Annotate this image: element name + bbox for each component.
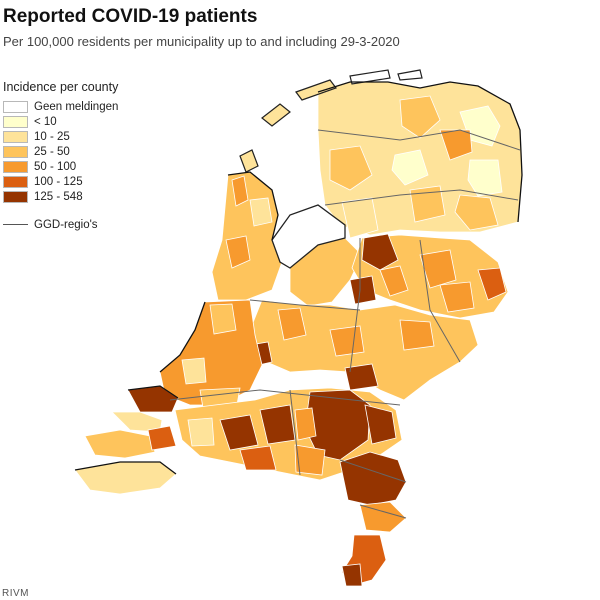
legend-item-50-100: 50 - 100 xyxy=(3,159,163,174)
region-zeeland-2 xyxy=(111,411,163,433)
legend-label: 125 - 548 xyxy=(34,190,83,203)
region-twente-dark xyxy=(477,267,507,301)
region-zh-light xyxy=(209,303,237,335)
legend-swatch xyxy=(3,115,28,128)
source-label: RIVM xyxy=(2,588,29,599)
region-utrecht-orange xyxy=(277,307,307,341)
region-limburg-mid xyxy=(359,501,407,533)
ggd-region-boundaries xyxy=(169,129,521,519)
region-north-orange-2 xyxy=(329,145,373,191)
legend-item-125-548: 125 - 548 xyxy=(3,189,163,204)
country-outline xyxy=(74,81,523,475)
wadden-island-4 xyxy=(349,69,391,85)
chart-subtitle: Per 100,000 residents per municipality u… xyxy=(3,34,400,49)
legend-swatch xyxy=(3,190,28,203)
wadden-island-1 xyxy=(239,149,259,173)
region-nh-light xyxy=(249,197,273,227)
legend-label: 50 - 100 xyxy=(34,160,77,173)
legend-label: < 10 xyxy=(34,115,57,128)
legend-item-lt10: < 10 xyxy=(3,114,163,129)
region-limburg-south-dark xyxy=(341,563,363,587)
legend-label: 100 - 125 xyxy=(34,175,83,188)
legend-swatch xyxy=(3,130,28,143)
chart-title: Reported COVID-19 patients xyxy=(3,6,258,27)
region-gelderland-orange-2 xyxy=(399,319,435,351)
region-brabant-orange-1 xyxy=(294,407,317,441)
wadden-island-5 xyxy=(397,69,423,81)
legend-label: GGD-regio's xyxy=(34,218,98,231)
region-twente-orange-2 xyxy=(439,281,475,313)
region-overijssel-orange xyxy=(379,265,409,297)
legend-item-no-reports: Geen meldingen xyxy=(3,99,163,114)
legend-item-10-25: 10 - 25 xyxy=(3,129,163,144)
region-brabant-orange-3 xyxy=(294,444,326,476)
legend-swatch xyxy=(3,160,28,173)
legend-swatch xyxy=(3,100,28,113)
region-flevoland-light xyxy=(341,197,379,239)
region-brabant-orange-2 xyxy=(239,445,277,471)
region-brabant-light xyxy=(187,417,215,447)
legend-item-25-50: 25 - 50 xyxy=(3,144,163,159)
region-zeeland-3 xyxy=(84,429,156,459)
region-zh-light-2 xyxy=(181,357,207,385)
legend-title: Incidence per county xyxy=(3,80,119,94)
region-zeeland-4 xyxy=(147,425,177,451)
region-overijssel-dark xyxy=(361,233,399,271)
map-legend: Incidence per county Geen meldingen < 10… xyxy=(3,80,163,232)
legend-swatch xyxy=(3,145,28,158)
region-brabant-dark-2 xyxy=(259,404,296,445)
region-brabant-dark-1 xyxy=(219,414,259,451)
legend-label: 10 - 25 xyxy=(34,130,70,143)
wadden-island-2 xyxy=(261,103,291,127)
region-gelderland-orange xyxy=(329,325,365,357)
ijsselmeer xyxy=(271,204,346,269)
region-nh-dark-2 xyxy=(225,235,251,269)
legend-line-swatch xyxy=(3,224,28,225)
region-nh-dark xyxy=(231,175,249,207)
region-groningen-light xyxy=(467,159,503,197)
legend-item-100-125: 100 - 125 xyxy=(3,174,163,189)
wadden-island-3 xyxy=(295,79,337,101)
region-north-orange-5 xyxy=(409,185,446,223)
legend-item-ggd-boundary: GGD-regio's xyxy=(3,217,163,232)
legend-swatch xyxy=(3,175,28,188)
region-drenthe-light xyxy=(391,149,429,186)
region-nijmegen-dark xyxy=(344,363,379,391)
legend-label: Geen meldingen xyxy=(34,100,119,113)
region-north-orange-1 xyxy=(399,95,441,139)
legend-label: 25 - 50 xyxy=(34,145,70,158)
region-overijssel-dark-2 xyxy=(349,275,377,305)
region-twente-orange xyxy=(419,249,457,289)
region-brabant-dark-4 xyxy=(364,404,397,445)
region-noord-holland xyxy=(211,171,283,301)
region-north-orange-4 xyxy=(454,194,499,231)
